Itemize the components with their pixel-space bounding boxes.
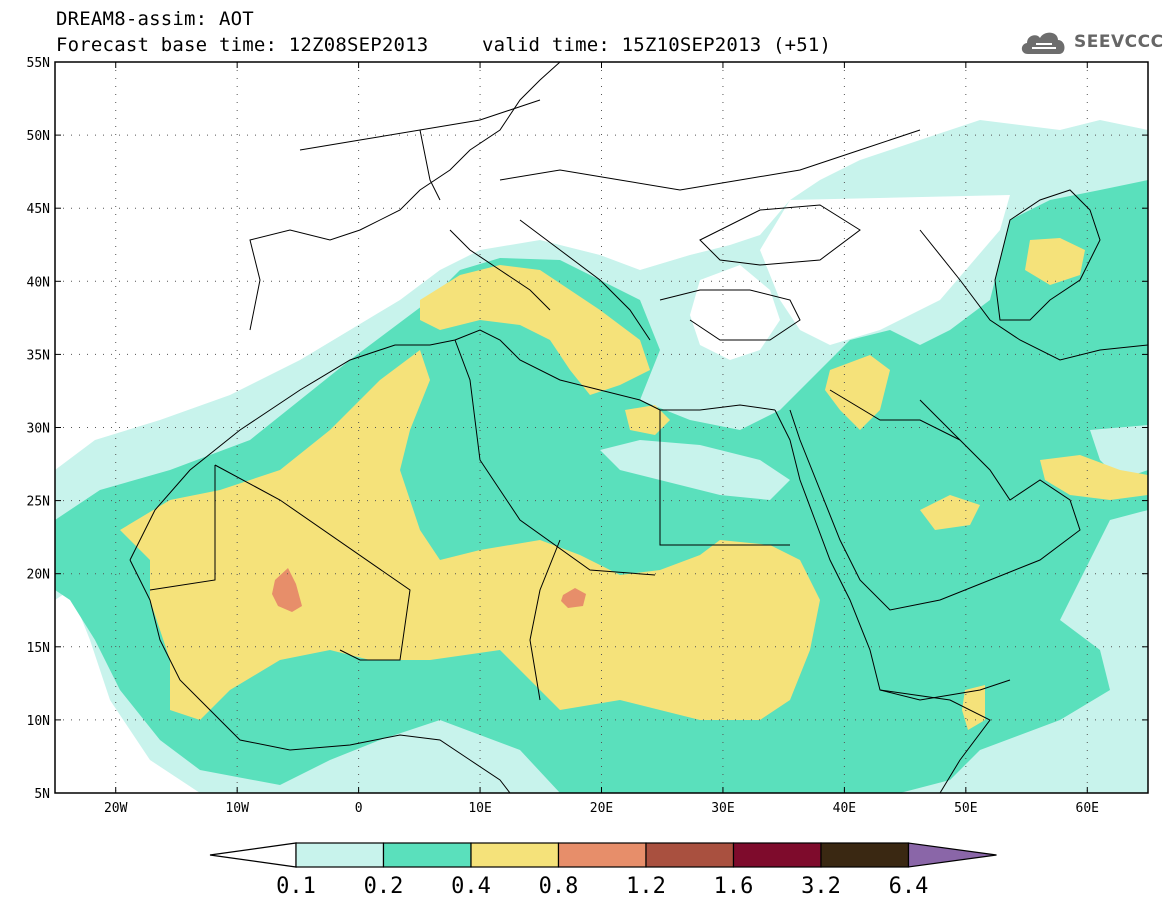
aot-patch-0.1-egypt — [600, 440, 790, 500]
lat-label: 30N — [27, 422, 50, 437]
border-iran — [919, 229, 1148, 361]
border-sahara-1 — [214, 464, 411, 661]
colorbar-level-label: 3.2 — [801, 874, 841, 899]
colorbar-bin — [382, 842, 472, 868]
lon-labels: 20W 10W 0 10E 20E 30E 40E 50E 60E — [104, 801, 1099, 816]
clear-area-sw — [55, 590, 200, 793]
colorbar-bin — [732, 842, 822, 868]
map-title: DREAM8-assim: AOT — [56, 8, 254, 30]
aot-fields — [55, 120, 1148, 793]
aot-patch-0.8-chad — [561, 588, 586, 608]
colorbar-labels: 0.1 0.2 0.4 0.8 1.2 1.6 3.2 6.4 — [276, 874, 928, 899]
colorbar-level-label: 0.1 — [276, 874, 316, 899]
colorbar-bin — [557, 842, 647, 868]
lat-label: 20N — [27, 568, 50, 583]
aot-patch-0.4-caspian — [1025, 238, 1085, 285]
lat-labels: 55N 50N 45N 40N 35N 30N 25N 20N 15N 10N 5N — [27, 56, 50, 802]
border-egypt-sudan — [659, 410, 790, 546]
lat-label: 10N — [27, 714, 50, 729]
lon-label: 50E — [954, 801, 977, 816]
lat-label: 40N — [27, 275, 50, 290]
aot-patch-0.4-iraq — [825, 355, 890, 430]
lon-label: 30E — [711, 801, 734, 816]
colorbar-bin — [470, 842, 560, 868]
lat-label: 55N — [27, 56, 50, 71]
seevccc-logo: SEEVCCC — [1018, 24, 1163, 60]
colorbar-high-arrow — [907, 842, 997, 868]
lon-label: 40E — [833, 801, 856, 816]
logo-text: SEEVCCC — [1074, 32, 1164, 52]
aot-colorbar — [209, 842, 997, 868]
aot-patch-0.8-mali — [272, 568, 302, 612]
aot-patch-0.4-arabia-east — [920, 495, 980, 530]
coastline-turkey — [659, 289, 801, 341]
aot-patch-0.4-iran — [1040, 455, 1148, 500]
coastline-black-sea — [699, 204, 861, 266]
coastline-caspian — [994, 189, 1101, 321]
border-sahara-2 — [454, 339, 656, 576]
coastline-red-sea — [774, 409, 1011, 701]
colorbar-level-label: 1.2 — [626, 874, 666, 899]
colorbar-low-arrow — [209, 842, 297, 868]
lon-label: 20W — [104, 801, 128, 816]
lon-label: 10W — [225, 801, 249, 816]
coastline-europe — [249, 62, 561, 331]
colorbar-level-label: 0.2 — [364, 874, 404, 899]
forecast-base-time: Forecast base time: 12Z08SEP2013 — [56, 34, 429, 56]
valid-time: valid time: 15Z10SEP2013 (+51) — [482, 34, 832, 56]
coastline-arabia — [789, 399, 1081, 611]
lat-label: 25N — [27, 495, 50, 510]
lat-label: 45N — [27, 202, 50, 217]
coastlines-borders — [129, 62, 1148, 793]
aot-patch-0.4-somalia — [962, 685, 985, 730]
colorbar-bin — [820, 842, 910, 868]
clear-area-turkey — [690, 265, 780, 360]
coastline-italy — [449, 229, 551, 311]
colorbar-level-label: 6.4 — [889, 874, 929, 899]
border-europe-1 — [299, 99, 541, 151]
border-iraq-saudi — [829, 389, 961, 441]
lon-label: 20E — [590, 801, 613, 816]
lat-label: 50N — [27, 129, 50, 144]
border-somalia — [879, 689, 991, 793]
axis-ticks — [55, 61, 1148, 794]
clear-area-levant — [760, 195, 1010, 345]
coastline-north-africa — [454, 329, 776, 411]
lat-label: 35N — [27, 348, 50, 363]
border-sudan-chad — [529, 539, 561, 701]
lat-label: 5N — [34, 787, 50, 802]
lon-label: 10E — [468, 801, 491, 816]
aot-field-0.4-west — [120, 350, 820, 720]
border-europe-2 — [419, 129, 441, 201]
aot-field-0.4-italy — [420, 265, 650, 395]
colorbar-bin — [645, 842, 735, 868]
colorbar-level-label: 1.6 — [714, 874, 754, 899]
border-mauritania — [149, 465, 216, 591]
lon-label: 0 — [355, 801, 363, 816]
coastline-west-africa — [129, 339, 456, 561]
aot-patch-0.1-arabia — [1090, 425, 1148, 480]
lon-label: 60E — [1076, 801, 1099, 816]
colorbar-level-label: 0.4 — [451, 874, 491, 899]
border-europe-3 — [499, 129, 921, 191]
lat-label: 15N — [27, 641, 50, 656]
coastline-balkans — [519, 219, 651, 341]
colorbar-bin — [295, 842, 385, 868]
cloud-icon — [1021, 32, 1065, 54]
aot-patch-0.4-libya — [625, 405, 670, 435]
coastline-west-africa-south — [129, 559, 511, 793]
colorbar-level-label: 0.8 — [539, 874, 579, 899]
